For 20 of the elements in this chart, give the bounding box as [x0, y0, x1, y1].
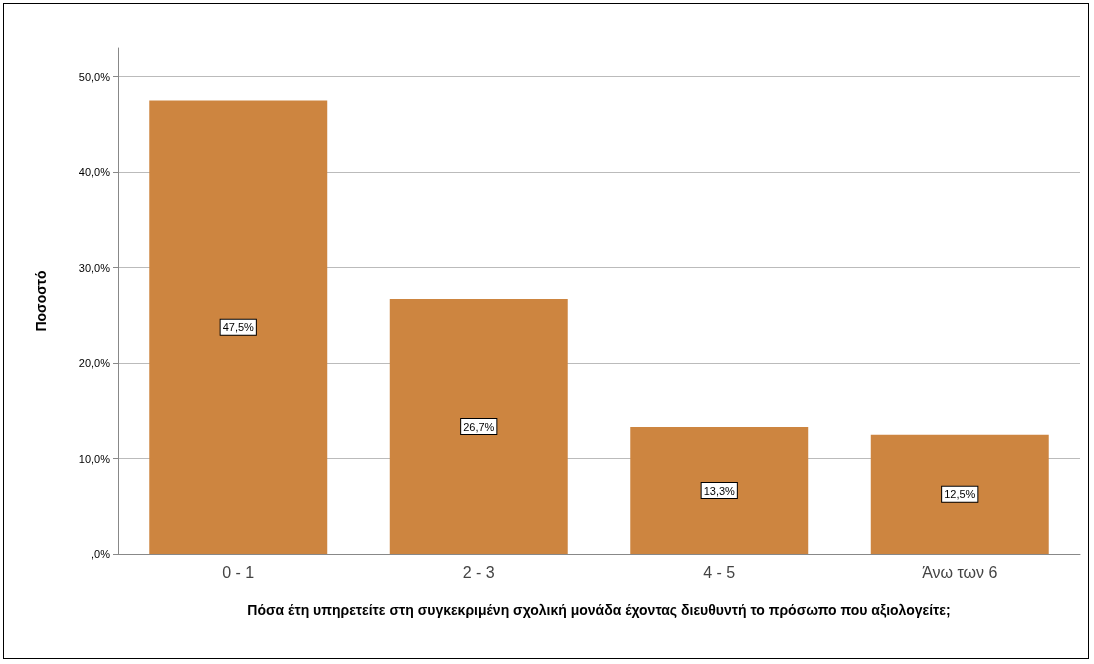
bar [389, 299, 568, 554]
bar [870, 434, 1049, 554]
data-label: 12,5% [944, 488, 976, 501]
data-label: 13,3% [703, 484, 736, 497]
y-tick-label: 50,0% [78, 70, 111, 83]
x-tick-label: Άνω των 6 [922, 563, 998, 581]
y-tick-label: 20,0% [78, 357, 111, 370]
x-tick-label: 4 - 5 [703, 563, 736, 581]
x-tick-label: 0 - 1 [222, 563, 255, 581]
y-tick-label: 10,0% [78, 452, 111, 465]
y-tick-label: 30,0% [78, 261, 111, 274]
bar [149, 100, 328, 554]
data-label: 47,5% [222, 321, 255, 334]
x-axis-title: Πόσα έτη υπηρετείτε στη συγκεκριμένη σχολική μονάδα έχοντας διευθυντή το πρόσωπο που αξιολογείτε; [247, 601, 951, 618]
y-tick-label: ,0% [91, 548, 111, 560]
data-label: 26,7% [463, 420, 495, 433]
bar [630, 427, 809, 554]
y-axis-title: Ποσοστό [33, 270, 49, 332]
x-tick-label: 2 - 3 [462, 563, 495, 581]
y-tick-label: 40,0% [78, 166, 111, 179]
